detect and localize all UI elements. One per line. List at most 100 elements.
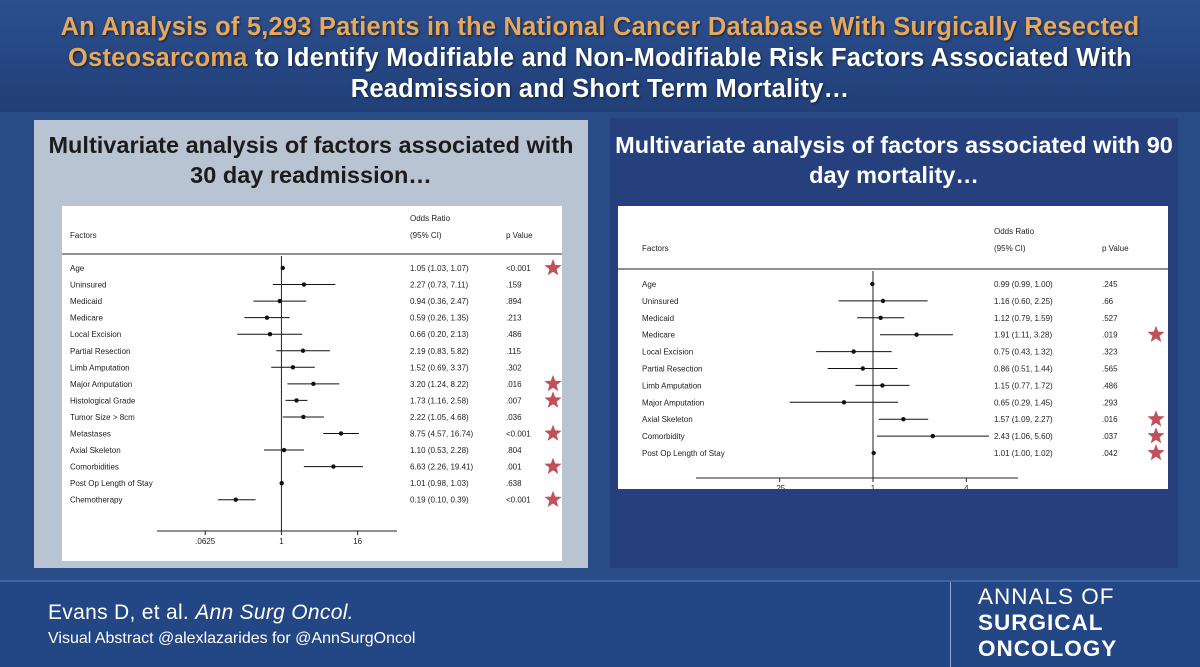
- readmission-forest-table: Factors Odds Ratio (95% CI) p Value .0625 1 16…: [62, 206, 562, 561]
- citation-authors: Evans D, et al.: [48, 601, 196, 624]
- odds-ratio-point: [280, 265, 285, 271]
- odds-ratio-value: 1.05 (1.03, 1.07): [410, 264, 469, 273]
- significance-star-icon: [544, 424, 562, 441]
- factor-label: Local Excision: [642, 348, 693, 357]
- page-title: An Analysis of 5,293 Patients in the Nat…: [40, 12, 1160, 105]
- odds-ratio-point: [300, 348, 306, 353]
- odds-ratio-point: [311, 381, 316, 387]
- significance-star-icon: [544, 457, 562, 474]
- odds-ratio-point: [870, 281, 875, 287]
- title-rest: to Identify Modifiable and Non-Modifiabl…: [247, 44, 1132, 103]
- odds-ratio-point: [294, 398, 299, 403]
- p-value: .486: [1102, 381, 1118, 390]
- p-value: .159: [506, 281, 522, 290]
- p-value: .527: [1102, 314, 1118, 323]
- p-value: .042: [1102, 449, 1118, 458]
- col-header-p-value: p Value: [506, 231, 533, 240]
- odds-ratio-point: [338, 431, 344, 436]
- col-header-odds-ratio: Odds Ratio: [994, 227, 1035, 236]
- p-value: .016: [1102, 415, 1118, 424]
- mortality-forest-table: Factors Odds Ratio (95% CI) p Value .25 1 4 Age…: [618, 206, 1168, 489]
- col-header-ci: (95% CI): [994, 244, 1026, 253]
- mortality-panel: Multivariate analysis of factors associa…: [610, 118, 1178, 568]
- odds-ratio-point: [901, 417, 906, 422]
- odds-ratio-value: 0.65 (0.29, 1.45): [994, 398, 1053, 407]
- odds-ratio-point: [233, 497, 238, 502]
- odds-ratio-value: 0.94 (0.36, 2.47): [410, 297, 469, 306]
- factor-label: Limb Amputation: [642, 381, 702, 390]
- logo-line-3: ONCOLOGY: [978, 636, 1118, 661]
- visual-abstract-credit: Visual Abstract @alexlazarides for @AnnS…: [48, 630, 416, 647]
- odds-ratio-value: 1.57 (1.09, 2.27): [994, 415, 1053, 424]
- logo-line-1: ANNALS OF: [978, 584, 1115, 609]
- odds-ratio-value: 1.16 (0.60, 2.25): [994, 297, 1053, 306]
- factor-label: Post Op Length of Stay: [642, 449, 725, 458]
- p-value: .037: [1102, 432, 1118, 441]
- readmission-forest-plot: Factors Odds Ratio (95% CI) p Value .0625 1 16…: [62, 214, 562, 546]
- odds-ratio-value: 1.52 (0.69, 3.37): [410, 363, 469, 372]
- significance-star-icon: [544, 374, 562, 392]
- p-value: <0.001: [506, 496, 531, 505]
- citation-journal: Ann Surg Oncol.: [195, 601, 354, 624]
- significance-star-icon: [1147, 410, 1165, 427]
- factor-label: Uninsured: [70, 281, 106, 290]
- factor-label: Partial Resection: [642, 365, 702, 374]
- significance-star-icon: [1147, 427, 1165, 444]
- p-value: .293: [1102, 398, 1118, 407]
- odds-ratio-point: [871, 450, 876, 456]
- factor-label: Axial Skeleton: [70, 446, 121, 455]
- factor-label: Histological Grade: [70, 396, 136, 405]
- odds-ratio-point: [279, 480, 284, 486]
- logo-line-2: SURGICAL: [978, 610, 1104, 635]
- factor-label: Uninsured: [642, 297, 678, 306]
- p-value: .565: [1102, 365, 1118, 374]
- p-value: .804: [506, 446, 522, 455]
- header-banner: An Analysis of 5,293 Patients in the Nat…: [0, 0, 1200, 112]
- odds-ratio-value: 2.19 (0.83, 5.82): [410, 347, 469, 356]
- citation: Evans D, et al. Ann Surg Oncol.: [48, 601, 354, 625]
- odds-ratio-point: [914, 332, 919, 337]
- factor-label: Medicare: [642, 331, 675, 340]
- odds-ratio-value: 1.91 (1.11, 3.28): [994, 331, 1052, 340]
- p-value: .894: [506, 297, 522, 306]
- p-value: .115: [506, 347, 522, 356]
- col-header-odds-ratio: Odds Ratio: [410, 214, 451, 223]
- odds-ratio-point: [878, 315, 883, 320]
- x-tick-label: 16: [353, 537, 362, 546]
- odds-ratio-point: [277, 298, 282, 304]
- odds-ratio-value: 0.86 (0.51, 1.44): [994, 365, 1053, 374]
- odds-ratio-value: 0.66 (0.20, 2.13): [410, 330, 469, 339]
- footer-divider: [950, 582, 951, 667]
- col-header-ci: (95% CI): [410, 231, 442, 240]
- odds-ratio-point: [930, 433, 935, 439]
- factor-label: Medicare: [70, 314, 103, 323]
- odds-ratio-point: [281, 447, 287, 453]
- odds-ratio-value: 2.22 (1.05, 4.68): [410, 413, 469, 422]
- factor-label: Medicaid: [70, 297, 102, 306]
- odds-ratio-point: [880, 298, 886, 304]
- title-highlight: An Analysis of 5,293 Patients in the Nat…: [60, 13, 1140, 72]
- significance-star-icon: [1147, 444, 1165, 461]
- p-value: .001: [506, 463, 522, 472]
- odds-ratio-point: [301, 282, 307, 287]
- odds-ratio-value: 0.99 (0.99, 1.00): [994, 280, 1053, 289]
- col-header-factors: Factors: [70, 231, 97, 240]
- odds-ratio-value: 1.10 (0.53, 2.28): [410, 446, 469, 455]
- odds-ratio-point: [290, 365, 296, 370]
- x-tick-label: 1: [871, 484, 876, 489]
- x-tick-label: 4: [964, 484, 969, 489]
- odds-ratio-point: [267, 332, 273, 337]
- odds-ratio-value: 0.19 (0.10, 0.39): [410, 496, 469, 505]
- odds-ratio-value: 1.01 (1.00, 1.02): [994, 449, 1053, 458]
- factor-label: Chemotherapy: [70, 496, 122, 505]
- odds-ratio-value: 0.75 (0.43, 1.32): [994, 348, 1053, 357]
- x-tick-label: 1: [279, 537, 284, 546]
- significance-star-icon: [544, 490, 562, 507]
- factor-label: Major Amputation: [70, 380, 132, 389]
- p-value: .245: [1102, 280, 1118, 289]
- x-tick-label: .25: [774, 484, 786, 489]
- odds-ratio-value: 3.20 (1.24, 8.22): [410, 380, 469, 389]
- x-tick-label: .0625: [195, 537, 216, 546]
- significance-star-icon: [544, 391, 562, 408]
- p-value: .486: [506, 330, 522, 339]
